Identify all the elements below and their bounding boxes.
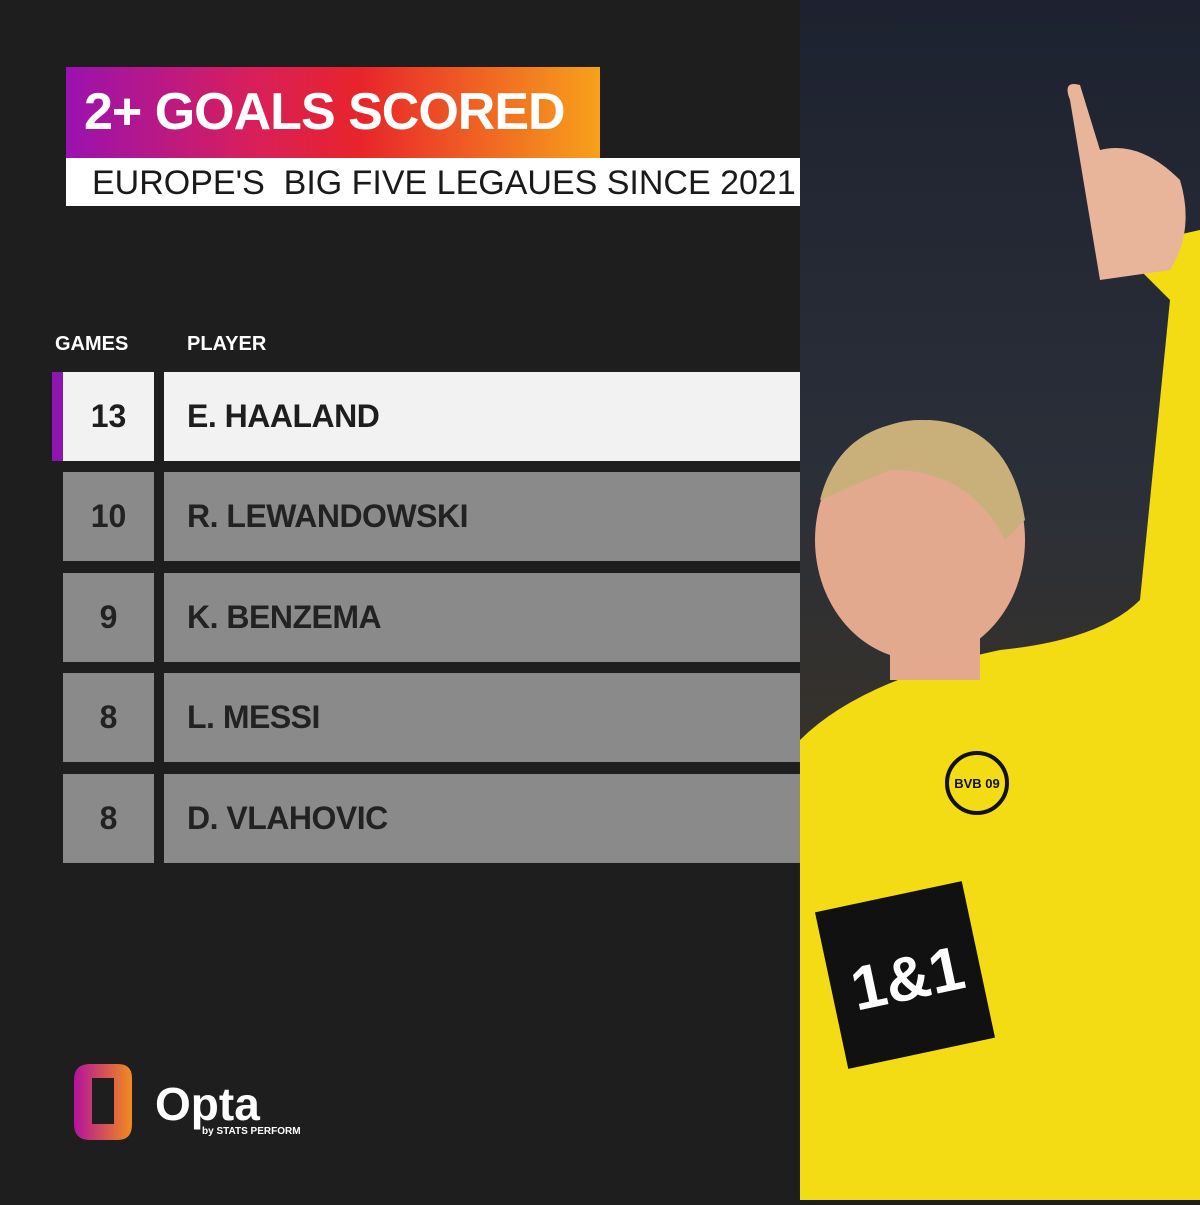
games-cell: 8: [63, 673, 154, 762]
svg-text:by STATS PERFORM: by STATS PERFORM: [202, 1126, 301, 1137]
column-header-games: GAMES: [55, 333, 129, 355]
subtitle: EUROPE'S BIG FIVE LEGAUES SINCE 2021: [66, 158, 814, 206]
opta-logo: Opta by STATS PERFORM: [72, 1062, 312, 1147]
badge-text: BVB 09: [954, 776, 1000, 791]
games-cell: 13: [63, 372, 154, 461]
player-cell: L. MESSI: [164, 673, 800, 762]
player-cell: K. BENZEMA: [164, 573, 800, 662]
title-banner: 2+ GOALS SCORED: [66, 67, 600, 158]
table-row: 8 L. MESSI: [52, 673, 800, 762]
games-cell: 8: [63, 774, 154, 863]
bvb-badge: BVB 09: [945, 751, 1009, 815]
sponsor-logo: 1&1: [815, 881, 995, 1069]
player-photo: 1&1 BVB 09: [800, 0, 1200, 1200]
opta-icon: Opta by STATS PERFORM: [74, 1064, 301, 1140]
highlight-accent: [52, 372, 63, 461]
games-cell: 10: [63, 472, 154, 561]
player-cell: E. HAALAND: [164, 372, 800, 461]
player-cell: D. VLAHOVIC: [164, 774, 800, 863]
games-cell: 9: [63, 573, 154, 662]
svg-text:Opta: Opta: [155, 1078, 260, 1130]
column-header-player: PLAYER: [187, 333, 267, 355]
table-row: 8 D. VLAHOVIC: [52, 774, 800, 863]
table-row: 9 K. BENZEMA: [52, 573, 800, 662]
table-row: 10 R. LEWANDOWSKI: [52, 472, 800, 561]
player-illustration: 1&1 BVB 09: [800, 84, 1200, 1200]
table-row: 13 E. HAALAND: [52, 372, 800, 461]
player-cell: R. LEWANDOWSKI: [164, 472, 800, 561]
